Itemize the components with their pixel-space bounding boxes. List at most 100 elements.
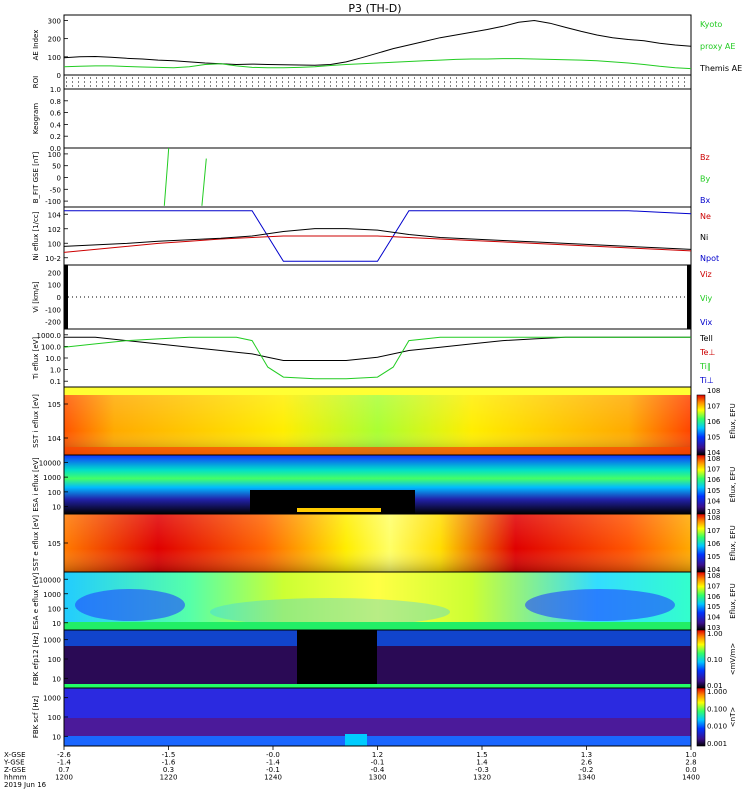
colorbar-tick-fbk-scm-2: 0.100 — [707, 705, 727, 713]
colorbar-tick-sst-ion-3: 107 — [707, 403, 720, 411]
spectrogram-stack — [64, 387, 691, 746]
legend-bfit-2: Bx — [700, 196, 710, 205]
ytick-sst-elec-0: 105 — [48, 540, 61, 548]
colorbar-tick-esa-ion-5: 108 — [707, 455, 720, 463]
ytick-esa-ion-3: 10000 — [39, 459, 61, 467]
colorbar-tick-fbk-efi-0: 0.01 — [707, 682, 723, 690]
legend-bfit-1: By — [700, 175, 710, 184]
legend-ae-0: Kyoto — [700, 20, 722, 29]
colorbar-fbk-scm — [696, 687, 706, 747]
legend-temperature-2: Ti∥ — [699, 362, 711, 371]
colorbar-label-fbk-efi: <mV/m> — [729, 643, 737, 676]
ytick-keogram-0: 0.0 — [50, 145, 61, 153]
panel-frames — [63, 14, 692, 388]
esa-elec-blob-right — [525, 589, 675, 621]
fbk-scm-low-band — [64, 718, 691, 736]
ytick-ae-0: 0 — [57, 72, 61, 80]
colorbar-tick-esa-elec-4: 107 — [707, 582, 720, 590]
xaxis-row-1-value-6: 2.8 — [685, 759, 696, 767]
ytick-keogram-4: 0.8 — [50, 98, 61, 106]
legend-velocity-2: Vix — [700, 318, 713, 327]
ytick-fbk-efi-2: 1000 — [43, 637, 61, 645]
colorbar-tick-esa-elec-0: 103 — [707, 624, 720, 632]
esa-elec-bottom-band — [64, 622, 691, 630]
ytick-ae-1: 100 — [48, 54, 61, 62]
ytick-density-0: 10-2 — [45, 255, 61, 263]
ytick-sst-ion-0: 104 — [48, 435, 62, 443]
fbk-efi-mid-dark — [297, 630, 377, 688]
ytick-esa-ion-2: 1000 — [43, 474, 61, 482]
colorbar-label-esa-ion: Eflux, EFU — [729, 467, 737, 502]
ytick-esa-elec-1: 100 — [48, 605, 61, 613]
colorbar-tick-fbk-scm-0: 0.001 — [707, 740, 727, 748]
colorbar-fbk-efi — [696, 629, 706, 689]
ylabel-bfit: B_FIT GSE [nT] — [32, 151, 40, 203]
xaxis-row-1-value-5: 2.6 — [581, 759, 593, 767]
xaxis-row-2-value-4: -0.3 — [475, 766, 489, 774]
colorbar-label-sst-ion: Eflux, EFU — [729, 403, 737, 438]
colorbar-tick-esa-elec-3: 106 — [707, 593, 721, 601]
ylabel-keogram: Keogram — [32, 103, 40, 134]
ytick-keogram-5: 1.0 — [50, 86, 61, 94]
ytick-velocity-3: 100 — [48, 282, 61, 290]
colorbar-sst-elec — [696, 513, 706, 573]
xaxis-row-2-value-5: -0.2 — [580, 766, 594, 774]
xaxis-row-0-value-3: 1.2 — [372, 751, 383, 759]
colorbar-esa-elec — [696, 571, 706, 631]
esa-elec-arc-mid — [210, 598, 450, 626]
xaxis-row-3-value-0: 1200 — [55, 774, 73, 782]
roi-dots — [66, 77, 690, 87]
xaxis-row-0-value-5: 1.3 — [581, 751, 592, 759]
ylabel-velocity: Vi [km/s] — [32, 281, 40, 312]
ytick-esa-ion-1: 100 — [48, 489, 61, 497]
xaxis-row-1-value-1: -1.6 — [162, 759, 176, 767]
xaxis-row-2-value-0: 0.7 — [58, 766, 69, 774]
colorbar-tick-esa-elec-5: 108 — [707, 572, 720, 580]
ytick-keogram-1: 0.2 — [50, 133, 61, 141]
ytick-esa-ion-0: 10 — [52, 504, 61, 512]
colorbar-tick-fbk-efi-2: 1.00 — [707, 630, 723, 638]
ytick-esa-elec-3: 10000 — [39, 576, 61, 584]
fbk-scm-lowest-band — [64, 736, 691, 746]
xaxis-row-3-value-4: 1320 — [473, 774, 491, 782]
ytick-fbk-scm-0: 10 — [52, 733, 61, 741]
colorbar-label-sst-elec: Eflux, EFU — [729, 525, 737, 560]
frame-ae — [63, 14, 692, 76]
colorbar-tick-sst-ion-4: 108 — [707, 387, 720, 395]
colorbar-tick-esa-elec-2: 105 — [707, 603, 720, 611]
ytick-temperature-2: 10.0 — [45, 355, 61, 363]
series-temperature-0 — [64, 336, 691, 361]
plot-title: P3 (TH-D) — [348, 2, 401, 15]
series-ae-1 — [63, 58, 692, 70]
ytick-velocity-0: -200 — [45, 319, 61, 327]
legend-density-0: Ne — [700, 212, 711, 221]
ytick-sst-ion-1: 105 — [48, 401, 61, 409]
colorbar-tick-esa-ion-1: 104 — [707, 497, 721, 505]
frame-bfit — [63, 147, 692, 208]
legend-ae-2: Themis AE — [699, 64, 742, 73]
ylabel-temperature: Ti eflux [eV] — [32, 337, 40, 381]
series-density-0 — [64, 210, 692, 262]
ytick-keogram-2: 0.4 — [50, 121, 62, 129]
series-density-2 — [63, 228, 692, 250]
frame-roi — [63, 74, 692, 90]
xaxis-row-0-value-2: -0.0 — [266, 751, 280, 759]
xaxis-date: 2019 Jun 16 — [4, 781, 47, 789]
legend-velocity-0: Viz — [700, 270, 712, 279]
series-bfit-0 — [163, 147, 170, 206]
xaxis-row-2-value-2: -0.1 — [266, 766, 280, 774]
colorbar-esa-ion — [696, 454, 706, 515]
xaxis-row-0-value-4: 1.5 — [476, 751, 487, 759]
xaxis-row-1-value-2: -1.4 — [266, 759, 280, 767]
xaxis-row-label-0: X-GSE — [4, 751, 26, 759]
legend-ae-1: proxy AE — [700, 42, 735, 51]
ytick-esa-elec-2: 1000 — [43, 591, 61, 599]
ytick-keogram-3: 0.6 — [50, 110, 62, 118]
ytick-density-2: 102 — [48, 226, 61, 234]
ytick-ae-3: 300 — [48, 17, 61, 25]
xaxis-row-1-value-3: -0.1 — [371, 759, 385, 767]
legend-density-2: Npot — [700, 254, 719, 263]
